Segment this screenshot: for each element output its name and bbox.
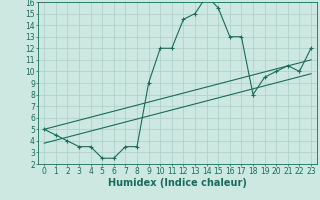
X-axis label: Humidex (Indice chaleur): Humidex (Indice chaleur)	[108, 178, 247, 188]
